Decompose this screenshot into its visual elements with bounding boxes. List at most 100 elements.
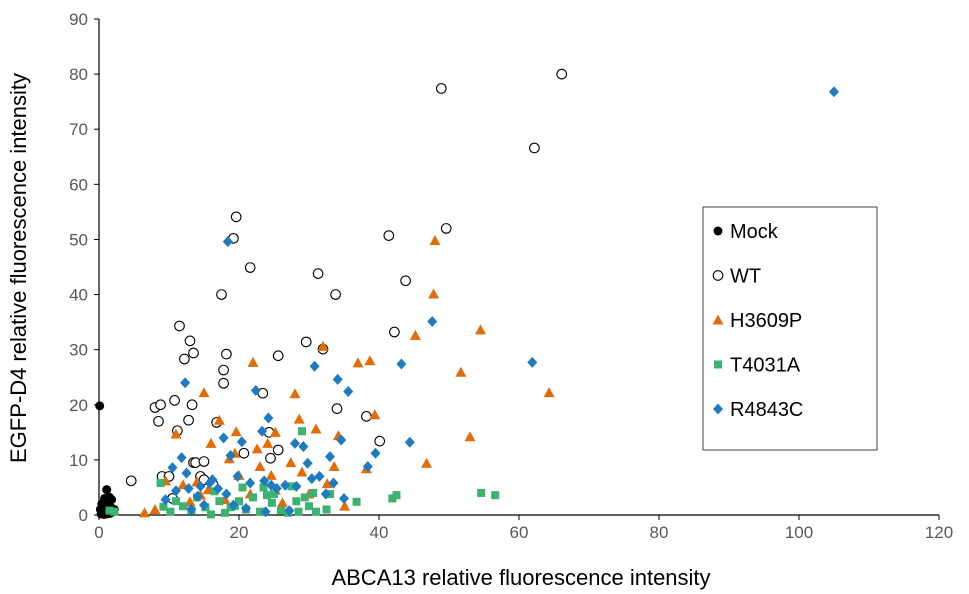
data-point-r4843c (218, 432, 229, 444)
data-point-r4843c (325, 451, 335, 463)
data-point-r4843c (199, 499, 209, 511)
x-tick-label: 120 (925, 523, 953, 542)
legend-marker-mock (713, 226, 723, 236)
data-point-h3609p (296, 466, 308, 477)
data-point-t4031a (207, 510, 215, 519)
data-point-t4031a (179, 502, 187, 511)
data-point-h3609p (139, 507, 150, 518)
data-point-wt (216, 289, 227, 300)
data-point-h3609p (262, 437, 274, 448)
data-point-h3609p (464, 431, 476, 442)
legend-label-mock: Mock (730, 221, 779, 243)
data-point-h3609p (230, 426, 242, 437)
data-point-r4843c (291, 480, 302, 492)
data-point-wt (186, 399, 198, 411)
data-point-wt (529, 142, 540, 154)
data-point-wt (188, 347, 199, 359)
data-point-h3609p (475, 324, 486, 335)
data-point-wt (230, 211, 242, 223)
data-point-t4031a (477, 488, 486, 497)
data-point-wt (389, 326, 400, 338)
y-tick-label: 10 (69, 451, 88, 470)
data-point-t4031a (238, 483, 247, 492)
data-point-r4843c (213, 483, 223, 495)
data-point-r4843c (527, 356, 538, 368)
data-point-t4031a (166, 507, 175, 516)
data-point-wt (300, 336, 312, 348)
x-tick-label: 60 (510, 523, 529, 542)
data-point-r4843c (221, 488, 232, 500)
data-point-r4843c (404, 436, 415, 448)
data-point-t4031a (172, 497, 180, 506)
data-point-r4843c (306, 473, 317, 485)
data-point-h3609p (428, 288, 440, 299)
data-point-r4843c (263, 412, 274, 424)
data-point-t4031a (270, 490, 278, 499)
y-tick-label: 40 (69, 286, 88, 305)
data-point-wt (238, 447, 250, 459)
data-point-r4843c (228, 499, 239, 511)
data-point-t4031a (392, 491, 401, 500)
data-point-h3609p (293, 413, 305, 424)
data-point-wt (374, 435, 386, 447)
y-tick-label: 60 (69, 175, 88, 194)
data-point-mock (95, 401, 105, 411)
data-point-h3609p (317, 340, 329, 351)
legend-marker-r4843c (713, 403, 723, 415)
data-point-wt (556, 68, 568, 80)
data-point-mock (107, 495, 117, 505)
data-point-wt (244, 262, 256, 273)
data-point-h3609p (369, 409, 381, 420)
data-point-r4843c (271, 483, 282, 495)
y-tick-label: 20 (69, 396, 88, 415)
data-point-h3609p (543, 387, 555, 398)
legend-label-t4031a: T4031A (730, 355, 801, 377)
data-point-wt (272, 444, 284, 456)
data-point-t4031a (263, 491, 271, 500)
data-point-h3609p (429, 235, 441, 246)
data-point-wt (169, 395, 180, 406)
data-point-h3609p (289, 388, 301, 399)
y-tick-label: 80 (69, 65, 88, 84)
data-point-r4843c (309, 360, 320, 372)
data-point-r4843c (225, 449, 236, 461)
data-point-r4843c (284, 505, 295, 517)
data-point-t4031a (256, 507, 264, 516)
data-point-r4843c (260, 506, 271, 518)
data-point-t4031a (305, 502, 313, 511)
data-point-r4843c (427, 316, 438, 328)
y-tick-label: 50 (69, 230, 88, 249)
data-point-r4843c (222, 236, 233, 248)
data-point-wt (218, 377, 229, 389)
data-point-wt (440, 223, 452, 234)
data-point-t4031a (159, 502, 168, 511)
data-point-r4843c (181, 467, 192, 479)
x-tick-label: 20 (230, 523, 249, 542)
legend-label-h3609p: H3609P (730, 310, 802, 332)
data-point-h3609p (421, 457, 433, 468)
data-point-h3609p (247, 356, 259, 367)
data-point-h3609p (269, 426, 281, 437)
data-point-h3609p (149, 503, 161, 514)
data-point-r4843c (328, 477, 339, 489)
data-point-t4031a (352, 497, 361, 506)
data-point-t4031a (105, 506, 114, 515)
data-point-r4843c (320, 488, 331, 500)
series-wt (125, 68, 568, 504)
data-point-wt (312, 268, 324, 279)
data-point-r4843c (259, 475, 270, 487)
data-point-r4843c (302, 457, 313, 469)
legend-marker-t4031a (714, 360, 722, 369)
data-point-h3609p (409, 329, 421, 340)
data-point-t4031a (309, 488, 318, 497)
data-point-wt (179, 353, 190, 365)
data-point-wt (435, 83, 447, 94)
data-point-h3609p (251, 443, 263, 454)
x-tick-label: 0 (94, 523, 103, 542)
axes: 0 20 40 60 80 100 120 0 10 20 30 40 50 60 70 80 90 (69, 10, 953, 542)
data-point-r4843c (280, 479, 291, 491)
data-point-h3609p (285, 457, 297, 468)
data-point-r4843c (290, 437, 300, 449)
data-point-h3609p (310, 423, 322, 434)
data-point-h3609p (321, 478, 333, 489)
